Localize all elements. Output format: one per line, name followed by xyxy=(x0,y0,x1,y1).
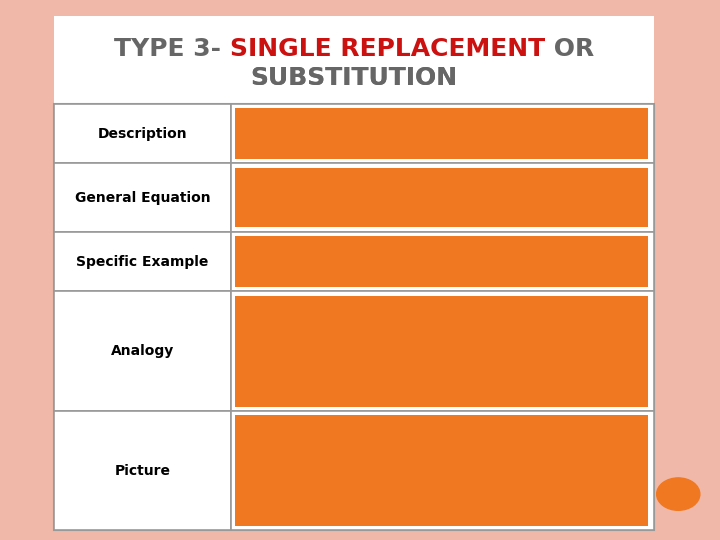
FancyBboxPatch shape xyxy=(235,236,648,287)
Text: OR: OR xyxy=(545,37,594,60)
FancyBboxPatch shape xyxy=(54,411,231,530)
Circle shape xyxy=(657,478,700,510)
FancyBboxPatch shape xyxy=(54,16,654,105)
Text: Specific Example: Specific Example xyxy=(76,254,209,268)
FancyBboxPatch shape xyxy=(54,232,231,292)
FancyBboxPatch shape xyxy=(54,104,654,530)
FancyBboxPatch shape xyxy=(54,16,654,104)
FancyBboxPatch shape xyxy=(231,292,654,411)
FancyBboxPatch shape xyxy=(231,232,654,292)
FancyBboxPatch shape xyxy=(231,164,654,232)
FancyBboxPatch shape xyxy=(54,292,231,411)
Text: TYPE 3-: TYPE 3- xyxy=(114,37,230,60)
Text: SUBSTITUTION: SUBSTITUTION xyxy=(251,66,457,90)
FancyBboxPatch shape xyxy=(54,104,231,164)
Text: SINGLE REPLACEMENT: SINGLE REPLACEMENT xyxy=(230,37,545,60)
Text: SUBSTITUTION: SUBSTITUTION xyxy=(251,66,457,90)
FancyBboxPatch shape xyxy=(231,411,654,530)
Text: Picture: Picture xyxy=(114,463,171,477)
FancyBboxPatch shape xyxy=(235,168,648,227)
FancyBboxPatch shape xyxy=(235,415,648,526)
FancyBboxPatch shape xyxy=(231,104,654,164)
Text: General Equation: General Equation xyxy=(75,191,210,205)
Text: Analogy: Analogy xyxy=(111,344,174,358)
FancyBboxPatch shape xyxy=(235,296,648,407)
Text: Description: Description xyxy=(98,126,187,140)
FancyBboxPatch shape xyxy=(235,108,648,159)
FancyBboxPatch shape xyxy=(54,164,231,232)
